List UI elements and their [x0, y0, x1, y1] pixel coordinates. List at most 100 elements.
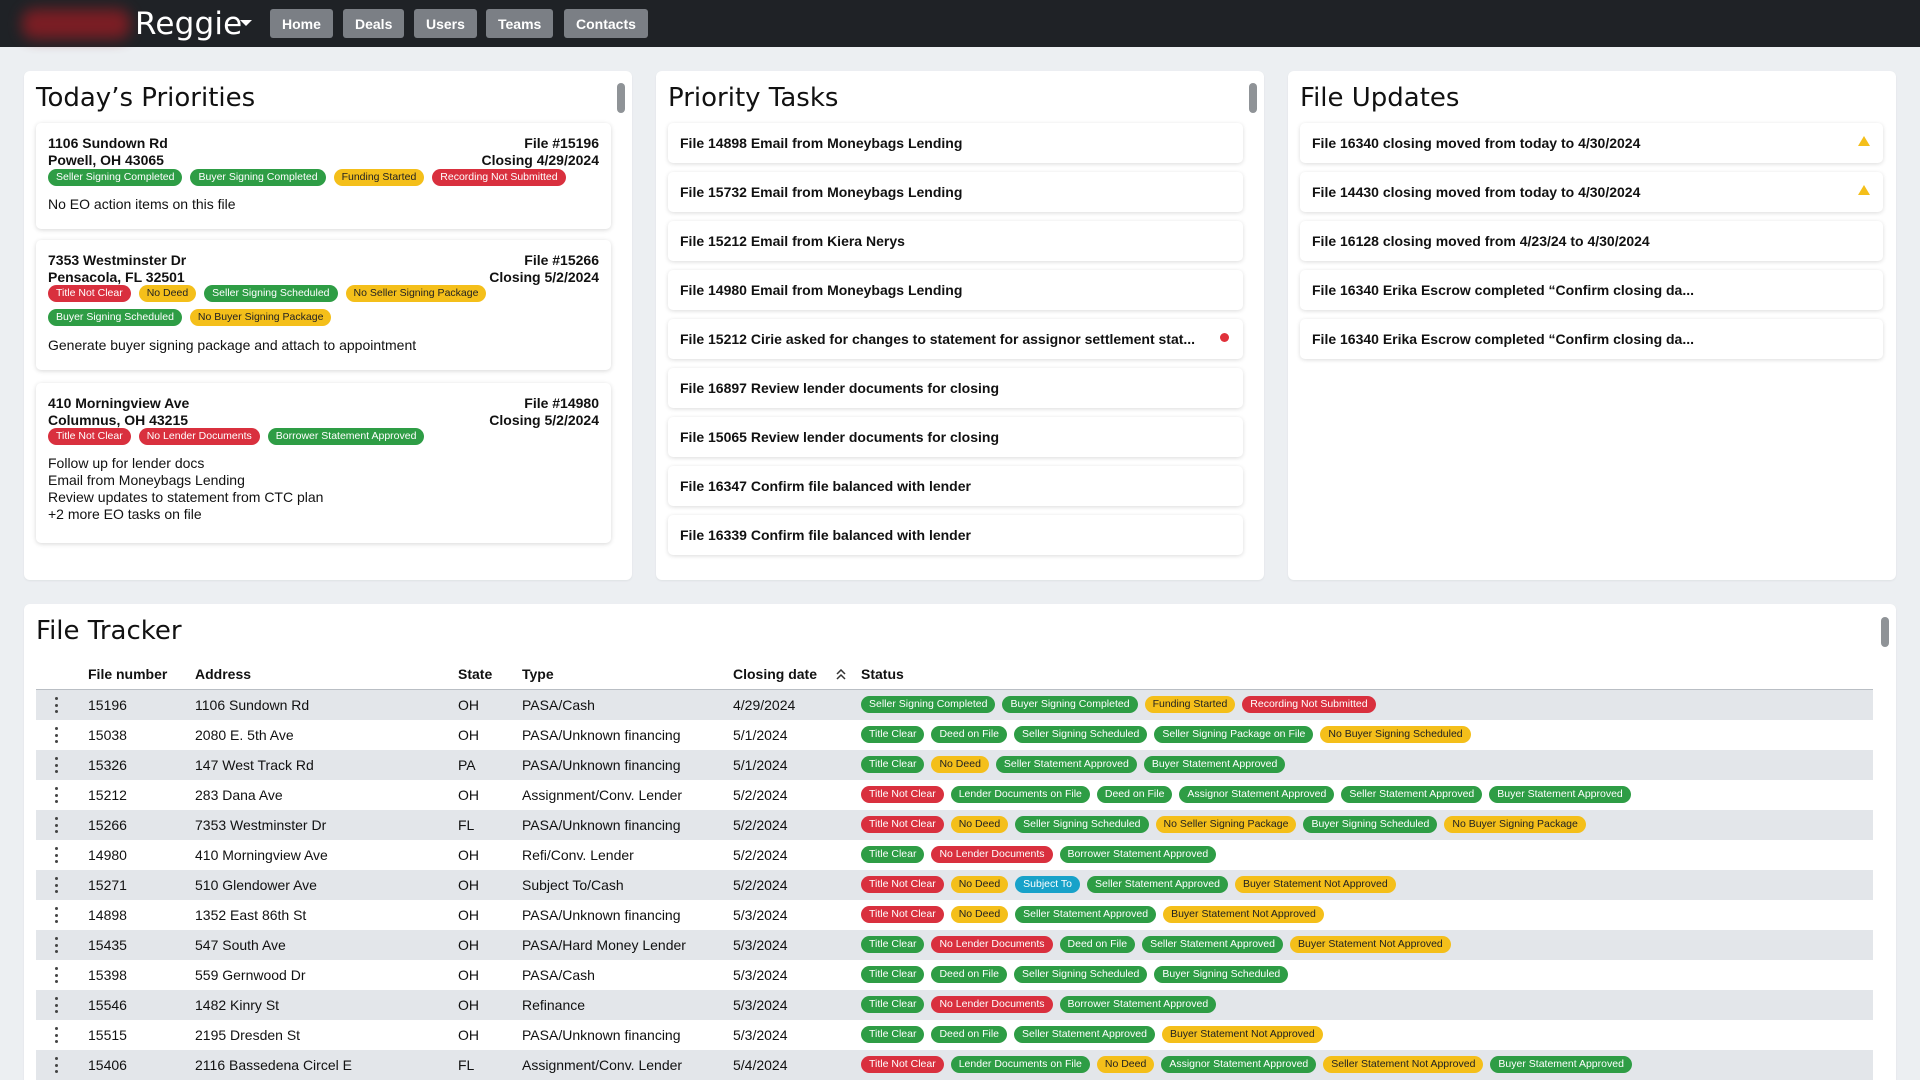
priority-task-item[interactable]: File 15732 Email from Moneybags Lending — [668, 172, 1243, 212]
file-update-item[interactable]: File 16340 closing moved from today to 4… — [1300, 123, 1883, 163]
status-badge-no-deed: No Deed — [931, 756, 989, 773]
tasks-scrollbar[interactable] — [1249, 83, 1257, 113]
table-row[interactable]: 15212 283 Dana Ave OH Assignment/Conv. Lend… — [36, 780, 1873, 810]
status-badge-title-not-clear: Title Not Clear — [861, 906, 944, 923]
table-row[interactable]: 15546 1482 Kinry St OH Refinance 5/3/2024 Tit… — [36, 990, 1873, 1020]
nav-home-button[interactable]: Home — [270, 9, 333, 38]
status-badge-assignor-statement-approved: Assignor Statement Approved — [1179, 786, 1335, 803]
brand-chevron-down-icon[interactable] — [240, 20, 252, 26]
row-menu-kebab-icon[interactable] — [55, 817, 59, 833]
status-badge-seller-signing-scheduled: Seller Signing Scheduled — [1014, 966, 1148, 983]
row-menu-kebab-icon[interactable] — [55, 697, 59, 713]
file-tracker-title: File Tracker — [36, 616, 182, 646]
status-badge-no-deed: No Deed — [950, 876, 1009, 893]
row-menu-kebab-icon[interactable] — [55, 937, 59, 953]
row-menu-kebab-icon[interactable] — [55, 877, 59, 893]
priority-card-notes: No EO action items on this file — [48, 196, 236, 213]
table-row[interactable]: 15196 1106 Sundown Rd OH PASA/Cash 4/29/2024… — [36, 690, 1873, 720]
cell-state: PA — [458, 757, 476, 773]
table-row[interactable]: 14980 410 Morningview Ave OH Refi/Conv. Len… — [36, 840, 1873, 870]
cell-type: Subject To/Cash — [522, 877, 624, 893]
file-update-item[interactable]: File 14430 closing moved from today to 4… — [1300, 172, 1883, 212]
column-header-state[interactable]: State — [458, 666, 493, 682]
priority-card-address: 1106 Sundown Rd Powell, OH 43065 — [48, 135, 168, 168]
row-menu-kebab-icon[interactable] — [55, 1057, 59, 1073]
column-header-type[interactable]: Type — [522, 666, 554, 682]
nav-contacts-button[interactable]: Contacts — [564, 9, 648, 38]
cell-file-number: 15435 — [88, 937, 127, 953]
priority-task-item[interactable]: File 15212 Cirie asked for changes to st… — [668, 319, 1243, 359]
cell-address: 2116 Bassedena Circel E — [195, 1057, 352, 1073]
brand-name[interactable]: Reggie — [135, 6, 243, 42]
table-row[interactable]: 15406 2116 Bassedena Circel E FL Assignment… — [36, 1050, 1873, 1080]
row-menu-kebab-icon[interactable] — [55, 997, 59, 1013]
row-menu-kebab-icon[interactable] — [55, 847, 59, 863]
column-header-status[interactable]: Status — [861, 666, 904, 682]
priority-card[interactable]: 1106 Sundown Rd Powell, OH 43065 File #1… — [36, 123, 611, 229]
priority-tasks-panel: Priority Tasks File 14898 Email from Mon… — [656, 71, 1264, 580]
status-badge-seller-statement-approved: Seller Statement Approved — [1014, 1026, 1155, 1043]
company-logo[interactable] — [22, 9, 130, 39]
sort-ascending-icon[interactable] — [836, 669, 846, 681]
table-row[interactable]: 14898 1352 East 86th St OH PASA/Unknown fin… — [36, 900, 1873, 930]
file-update-item[interactable]: File 16128 closing moved from 4/23/24 to… — [1300, 221, 1883, 261]
nav-deals-button[interactable]: Deals — [343, 9, 405, 38]
priorities-scrollbar[interactable] — [617, 83, 625, 113]
cell-status: Title Clear Deed on File Seller Signing Sc… — [861, 726, 1471, 743]
tracker-scrollbar[interactable] — [1881, 617, 1889, 647]
row-menu-kebab-icon[interactable] — [55, 1027, 59, 1043]
status-badge-no-deed: No Deed — [950, 816, 1009, 833]
status-badge-borrower-statement-approved: Borrower Statement Approved — [1059, 996, 1217, 1013]
file-update-label: File 16128 closing moved from 4/23/24 to… — [1312, 233, 1650, 249]
status-badge-buyer-signing-scheduled: Buyer Signing Scheduled — [1303, 816, 1438, 833]
table-row[interactable]: 15266 7353 Westminster Dr FL PASA/Unknown f… — [36, 810, 1873, 840]
status-badge-seller-statement-approved: Seller Statement Approved — [1015, 906, 1157, 923]
table-row[interactable]: 15398 559 Gernwood Dr OH PASA/Cash 5/3/2024 T… — [36, 960, 1873, 990]
row-menu-kebab-icon[interactable] — [55, 907, 59, 923]
row-menu-kebab-icon[interactable] — [55, 727, 59, 743]
cell-state: OH — [458, 1027, 479, 1043]
cell-status: Title Not Clear No Deed Seller Statement A… — [861, 906, 1324, 923]
warning-icon — [1858, 136, 1870, 146]
cell-type: PASA/Cash — [522, 697, 595, 713]
priority-card-address: 410 Morningview Ave Columnus, OH 43215 — [48, 395, 190, 428]
priority-note: No EO action items on this file — [48, 196, 236, 212]
priority-task-item[interactable]: File 14898 Email from Moneybags Lending — [668, 123, 1243, 163]
nav-users-button[interactable]: Users — [414, 9, 477, 38]
status-badge-no-deed: No Deed — [950, 906, 1009, 923]
row-menu-kebab-icon[interactable] — [55, 787, 59, 803]
table-row[interactable]: 15326 147 West Track Rd PA PASA/Unknown fin… — [36, 750, 1873, 780]
priority-task-item[interactable]: File 14980 Email from Moneybags Lending — [668, 270, 1243, 310]
nav-teams-button[interactable]: Teams — [486, 9, 554, 38]
priority-task-item[interactable]: File 15065 Review lender documents for c… — [668, 417, 1243, 457]
table-row[interactable]: 15038 2080 E. 5th Ave OH PASA/Unknown finan… — [36, 720, 1873, 750]
file-update-item[interactable]: File 16340 Erika Escrow completed “Confi… — [1300, 270, 1883, 310]
status-badge-no-deed: No Deed — [1096, 1056, 1155, 1073]
table-row[interactable]: 15435 547 South Ave OH PASA/Hard Money Lend… — [36, 930, 1873, 960]
priority-card[interactable]: 410 Morningview Ave Columnus, OH 43215 F… — [36, 383, 611, 543]
file-updates-panel: File Updates File 16340 closing moved fr… — [1288, 71, 1896, 580]
row-menu-kebab-icon[interactable] — [55, 967, 59, 983]
table-row[interactable]: 15271 510 Glendower Ave OH Subject To/Cash 5… — [36, 870, 1873, 900]
table-row[interactable]: 15515 2195 Dresden St OH PASA/Unknown finan… — [36, 1020, 1873, 1050]
column-header-closing-date[interactable]: Closing date — [733, 666, 818, 682]
priority-task-item[interactable]: File 16339 Confirm file balanced with le… — [668, 515, 1243, 555]
priority-task-item[interactable]: File 16347 Confirm file balanced with le… — [668, 466, 1243, 506]
priority-task-item[interactable]: File 16897 Review lender documents for c… — [668, 368, 1243, 408]
priority-note: Generate buyer signing package and attac… — [48, 337, 417, 353]
priority-card[interactable]: 7353 Westminster Dr Pensacola, FL 32501 … — [36, 240, 611, 370]
tracker-table-header: File number Address State Type Closing d… — [36, 659, 1873, 690]
column-header-address[interactable]: Address — [195, 666, 252, 682]
status-badge-funding-started: Funding Started — [1144, 696, 1236, 713]
status-badge-recording-not-submitted: Recording Not Submitted — [1242, 696, 1376, 713]
row-menu-kebab-icon[interactable] — [55, 757, 59, 773]
file-updates-title: File Updates — [1300, 83, 1460, 113]
priority-task-item[interactable]: File 15212 Email from Kiera Nerys — [668, 221, 1243, 261]
cell-file-number: 14898 — [88, 907, 127, 923]
file-update-item[interactable]: File 16340 Erika Escrow completed “Confi… — [1300, 319, 1883, 359]
column-header-file-number[interactable]: File number — [88, 666, 168, 682]
file-update-label: File 16340 closing moved from today to 4… — [1312, 135, 1641, 151]
cell-type: PASA/Unknown financing — [522, 1027, 681, 1043]
cell-address: 510 Glendower Ave — [195, 877, 317, 893]
status-badge-title-clear: Title Clear — [861, 936, 925, 953]
